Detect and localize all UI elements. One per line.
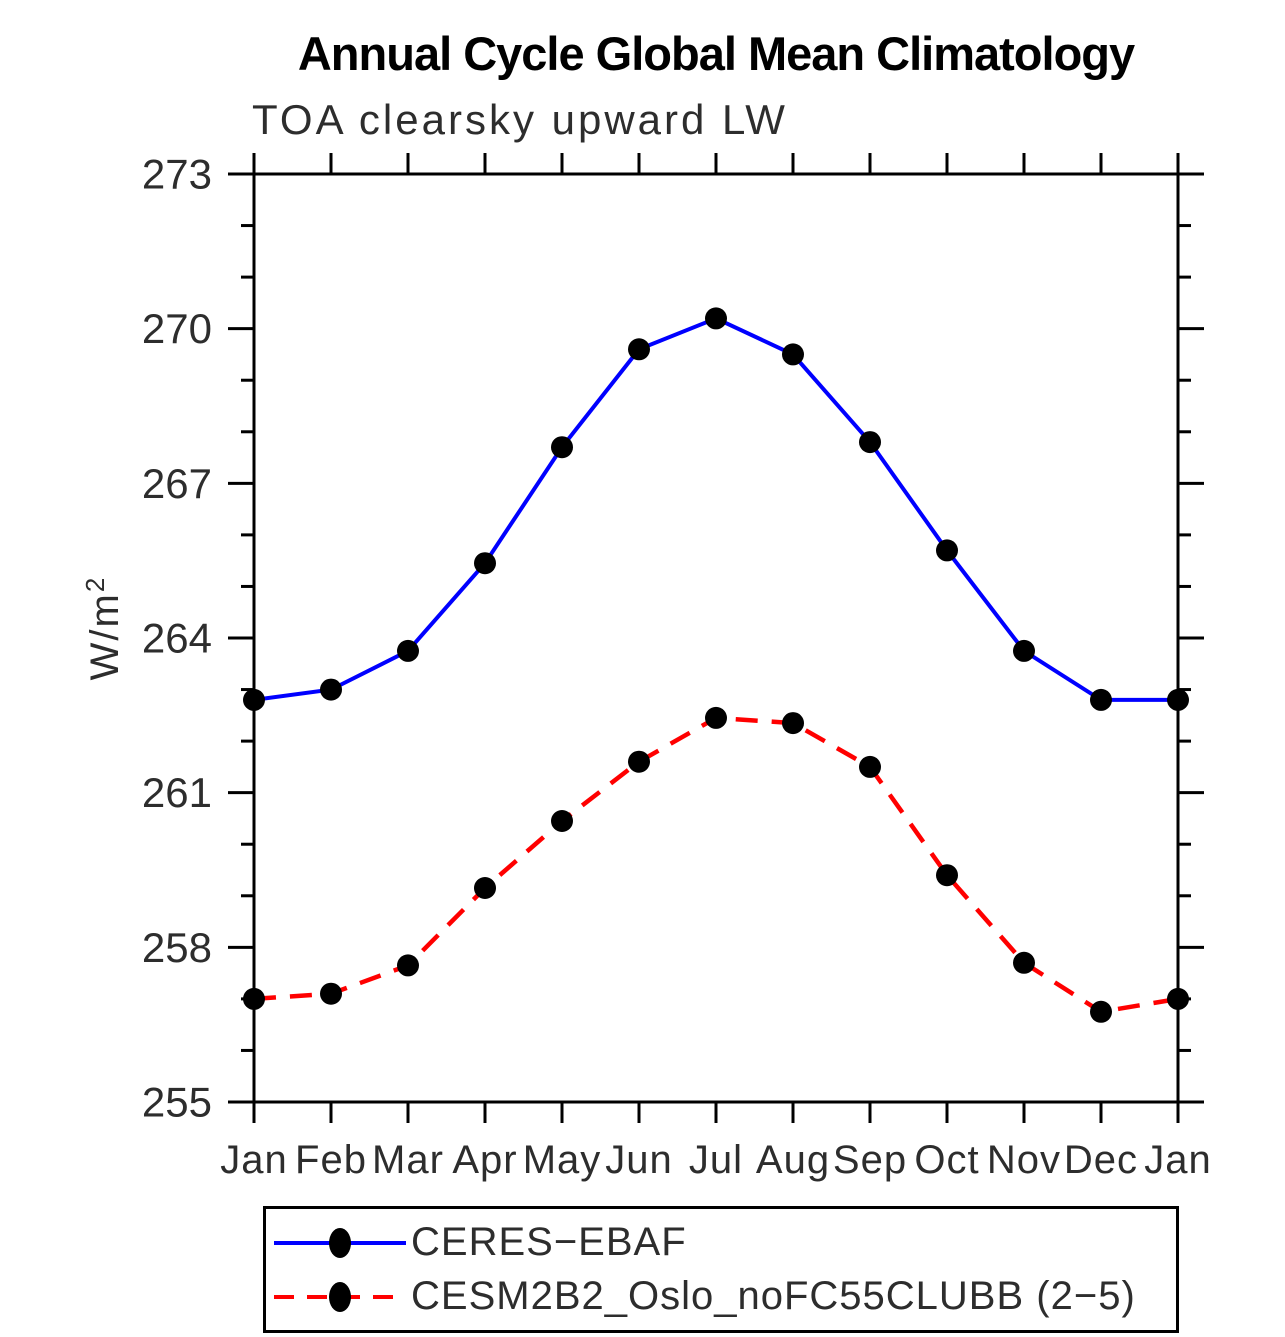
y-axis-label-base: W/m: [83, 592, 127, 681]
data-point-ceres-ebaf: [1090, 688, 1112, 711]
x-tick-label: Nov: [987, 1138, 1061, 1182]
y-tick-label: 261: [142, 769, 212, 816]
x-tick-label: Jan: [1144, 1138, 1212, 1182]
legend-marker-dot: [329, 1281, 351, 1312]
legend-entry-cesm2b2: CESM2B2_Oslo_noFC55CLUBB (2−5): [271, 1274, 1176, 1319]
data-point-ceres-ebaf: [859, 431, 881, 454]
data-point-ceres-ebaf: [1167, 688, 1189, 711]
data-point-cesm2b2: [397, 954, 419, 977]
data-point-cesm2b2: [859, 755, 881, 778]
y-tick-label: 273: [142, 151, 212, 198]
data-point-cesm2b2: [320, 982, 342, 1005]
legend-sample-dashed-line: [274, 1281, 406, 1312]
series-line-ceres-ebaf: [253, 316, 1178, 702]
legend-label-cesm2b2: CESM2B2_Oslo_noFC55CLUBB (2−5): [411, 1274, 1136, 1318]
data-point-cesm2b2: [628, 750, 650, 773]
legend-entry-ceres-ebaf: CERES−EBAF: [271, 1220, 1176, 1265]
y-tick-label: 264: [142, 615, 212, 662]
x-tick-label: Jan: [220, 1138, 288, 1182]
data-point-ceres-ebaf: [397, 639, 419, 662]
x-tick-label: Oct: [914, 1138, 979, 1182]
data-point-ceres-ebaf: [936, 539, 958, 562]
legend-sample-solid-line: [274, 1227, 406, 1258]
y-tick-label: 255: [142, 1079, 212, 1126]
chart-subtitle: TOA clearsky upward LW: [252, 96, 788, 143]
chart-title: Annual Cycle Global Mean Climatology: [297, 27, 1135, 80]
legend-box: CERES−EBAF CESM2B2_Oslo_noFC55CLUBB (2−5…: [263, 1206, 1179, 1333]
y-tick-label: 270: [142, 305, 212, 352]
data-point-ceres-ebaf: [243, 688, 265, 711]
x-tick-label: Mar: [372, 1138, 444, 1182]
x-tick-label: Feb: [295, 1138, 367, 1182]
x-tick-label: Apr: [452, 1138, 517, 1182]
data-point-ceres-ebaf: [705, 307, 727, 330]
data-point-cesm2b2: [551, 810, 573, 832]
x-tick-label: May: [523, 1138, 602, 1182]
data-point-cesm2b2: [1167, 987, 1189, 1010]
data-point-ceres-ebaf: [1013, 639, 1035, 662]
data-point-cesm2b2: [1090, 1000, 1112, 1023]
series-line-cesm2b2: [253, 715, 1179, 1015]
y-axis-label: W/m2: [80, 576, 128, 681]
y-tick-label: 267: [142, 460, 212, 507]
data-point-cesm2b2: [243, 987, 265, 1010]
x-tick-label: Jul: [689, 1138, 743, 1182]
x-tick-label: Jun: [605, 1138, 673, 1182]
data-point-ceres-ebaf: [320, 678, 342, 701]
data-point-cesm2b2: [705, 706, 727, 729]
x-tick-label: Aug: [756, 1138, 830, 1182]
data-point-cesm2b2: [1013, 951, 1035, 974]
y-tick-label: 258: [142, 924, 212, 971]
y-axis-label-exponent: 2: [80, 575, 110, 593]
data-point-ceres-ebaf: [782, 343, 804, 366]
data-point-cesm2b2: [936, 864, 958, 887]
x-tick-label: Sep: [833, 1138, 907, 1182]
data-point-cesm2b2: [474, 877, 496, 899]
x-tick-label: Dec: [1064, 1138, 1138, 1182]
data-point-ceres-ebaf: [628, 338, 650, 361]
data-point-ceres-ebaf: [551, 436, 573, 459]
legend-label-ceres-ebaf: CERES−EBAF: [411, 1220, 687, 1264]
data-point-cesm2b2: [782, 712, 804, 735]
legend-marker-dot: [329, 1227, 351, 1258]
data-point-ceres-ebaf: [474, 552, 496, 575]
